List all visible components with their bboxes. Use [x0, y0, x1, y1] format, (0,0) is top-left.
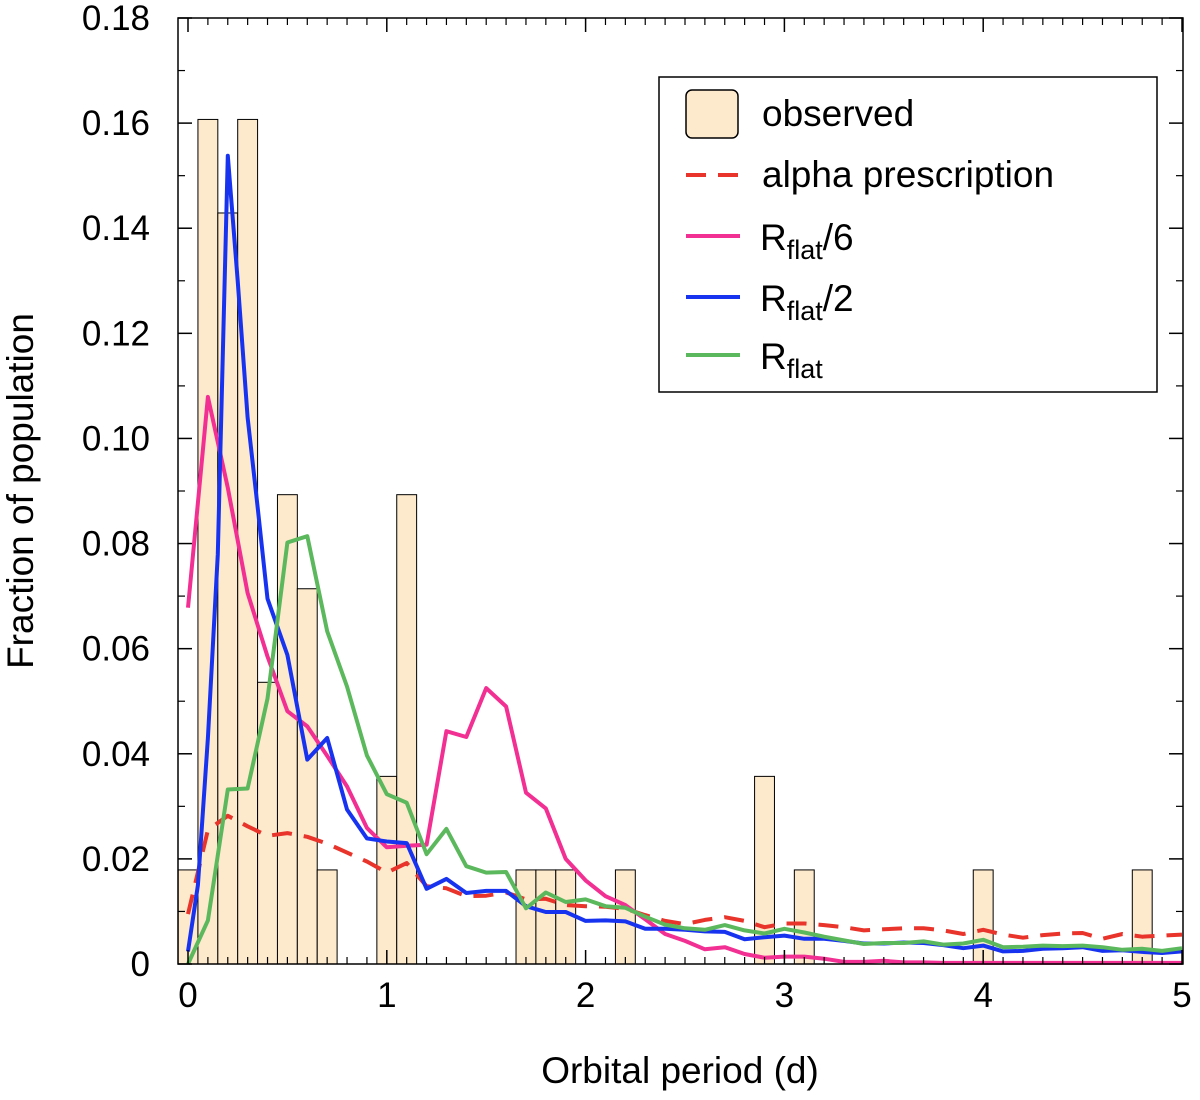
- y-tick-label: 0.10: [82, 419, 150, 458]
- y-tick-label: 0: [131, 945, 150, 984]
- legend: observed alpha prescription Rflat/6 Rfla…: [658, 76, 1158, 393]
- histogram-bar-15: [793, 869, 815, 965]
- histogram-bar-6: [296, 588, 318, 965]
- legend-label-rflat-2: Rflat/2: [760, 278, 854, 326]
- y-tick-label: 0.12: [82, 314, 150, 353]
- legend-label-alpha-prescription: alpha prescription: [762, 154, 1054, 195]
- y-tick-label: 0.16: [82, 104, 150, 143]
- x-tick-label: 5: [1172, 976, 1191, 1015]
- series-lines: [186, 153, 1183, 965]
- histogram-bar-2: [217, 212, 239, 965]
- series-line-2: [186, 153, 1183, 955]
- histogram-bar-5: [276, 494, 298, 965]
- series-line-1: [186, 394, 1182, 965]
- y-tick-label: 0.14: [82, 209, 150, 248]
- axis-ticks: 0 1 2 3 4 5 0 0.02 0.04 0.06 0.08 0.10 0.12 0.14 0.16 0…: [82, 0, 1192, 1015]
- legend-swatch-observed: [685, 89, 739, 139]
- y-tick-label: 0.02: [82, 840, 150, 879]
- histogram-bar-9: [396, 494, 418, 965]
- histogram-bar-7: [316, 869, 338, 965]
- histogram-bar-11: [535, 869, 557, 965]
- x-tick-label: 3: [775, 976, 794, 1015]
- y-tick-label: 0.04: [82, 735, 150, 774]
- y-axis-label: Fraction of population: [0, 313, 41, 669]
- histogram-bar-10: [515, 869, 537, 965]
- legend-subscript: flat: [787, 296, 824, 326]
- x-tick-label: 2: [576, 976, 595, 1015]
- y-tick-label: 0.18: [82, 0, 150, 38]
- x-tick-label: 4: [973, 976, 992, 1015]
- legend-subscript: flat: [787, 235, 824, 265]
- series-line-0: [186, 813, 1183, 941]
- legend-label-rflat: Rflat: [760, 336, 823, 384]
- histogram-bar-16: [972, 869, 994, 965]
- legend-label-rflat-6: Rflat/6: [760, 217, 854, 265]
- series-line-3: [186, 534, 1183, 965]
- legend-box: [658, 76, 1158, 393]
- histogram-bar-13: [614, 869, 636, 965]
- x-axis-label: Orbital period (d): [541, 1050, 819, 1091]
- y-tick-label: 0.08: [82, 525, 150, 564]
- legend-subscript: flat: [787, 354, 824, 384]
- x-tick-label: 1: [377, 976, 396, 1015]
- y-tick-label: 0.06: [82, 630, 150, 669]
- legend-label-observed: observed: [762, 93, 914, 134]
- x-tick-label: 0: [178, 976, 197, 1015]
- histogram-bar-3: [237, 118, 259, 965]
